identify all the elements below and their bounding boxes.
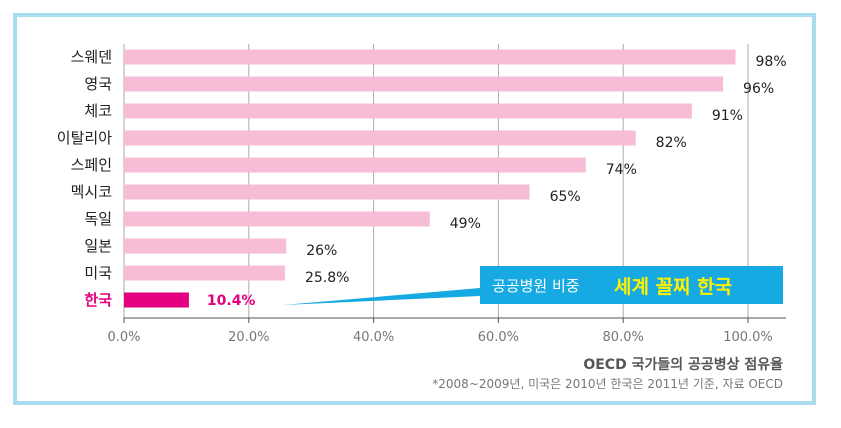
category-label: 체코 bbox=[84, 102, 112, 120]
bar bbox=[124, 292, 189, 308]
bar bbox=[124, 211, 430, 227]
value-label: 98% bbox=[756, 54, 787, 70]
value-label: 25.8% bbox=[305, 270, 349, 286]
category-label: 멕시코 bbox=[71, 183, 112, 201]
x-tick-label: 20.0% bbox=[228, 330, 269, 345]
value-label: 82% bbox=[656, 135, 687, 151]
value-label: 65% bbox=[550, 189, 581, 205]
bar bbox=[124, 130, 636, 146]
value-label: 26% bbox=[306, 243, 337, 259]
x-tick-labels: 0.0% 20.0% 40.0% 60.0% 80.0% 100.0% bbox=[107, 330, 772, 345]
category-label: 일본 bbox=[84, 237, 112, 255]
callout-prefix: 공공병원 비중 bbox=[492, 277, 580, 295]
callout-pointer bbox=[283, 288, 480, 305]
bar bbox=[124, 103, 692, 119]
x-tick-label: 80.0% bbox=[603, 330, 644, 345]
category-label: 스웨덴 bbox=[71, 48, 112, 66]
callout: 공공병원 비중 세계 꼴찌 한국 bbox=[283, 266, 783, 305]
x-tick-label: 0.0% bbox=[107, 330, 140, 345]
value-label: 74% bbox=[606, 162, 637, 178]
chart-note: *2008~2009년, 미국은 2010년 한국은 2011년 기준, 자료 … bbox=[432, 377, 783, 391]
category-label: 이탈리아 bbox=[57, 129, 112, 147]
callout-emphasis: 세계 꼴찌 한국 bbox=[614, 276, 732, 298]
category-label: 스페인 bbox=[71, 156, 112, 174]
x-tick-label: 40.0% bbox=[353, 330, 394, 345]
category-label: 미국 bbox=[84, 264, 112, 282]
bar bbox=[124, 49, 736, 65]
value-label: 49% bbox=[450, 216, 481, 232]
value-label: 91% bbox=[712, 108, 743, 124]
value-labels: 98% 96%91% 82% 74% 65% 49% 26% 25.8% 10.4% bbox=[207, 54, 787, 309]
x-tick-label: 100.0% bbox=[723, 330, 773, 345]
bar bbox=[124, 76, 724, 92]
callout-box bbox=[480, 266, 783, 304]
value-label: 10.4% bbox=[207, 293, 256, 309]
x-tick-label: 60.0% bbox=[478, 330, 519, 345]
bars bbox=[124, 49, 736, 308]
category-label: 영국 bbox=[84, 75, 112, 93]
category-label: 한국 bbox=[84, 291, 112, 309]
value-label: 96% bbox=[743, 81, 774, 97]
chart-title: OECD 국가들의 공공병상 점유율 bbox=[583, 356, 783, 373]
bar bbox=[124, 184, 530, 200]
bar bbox=[124, 157, 586, 173]
bar bbox=[124, 265, 285, 281]
category-label: 독일 bbox=[84, 210, 112, 228]
bar bbox=[124, 238, 287, 254]
